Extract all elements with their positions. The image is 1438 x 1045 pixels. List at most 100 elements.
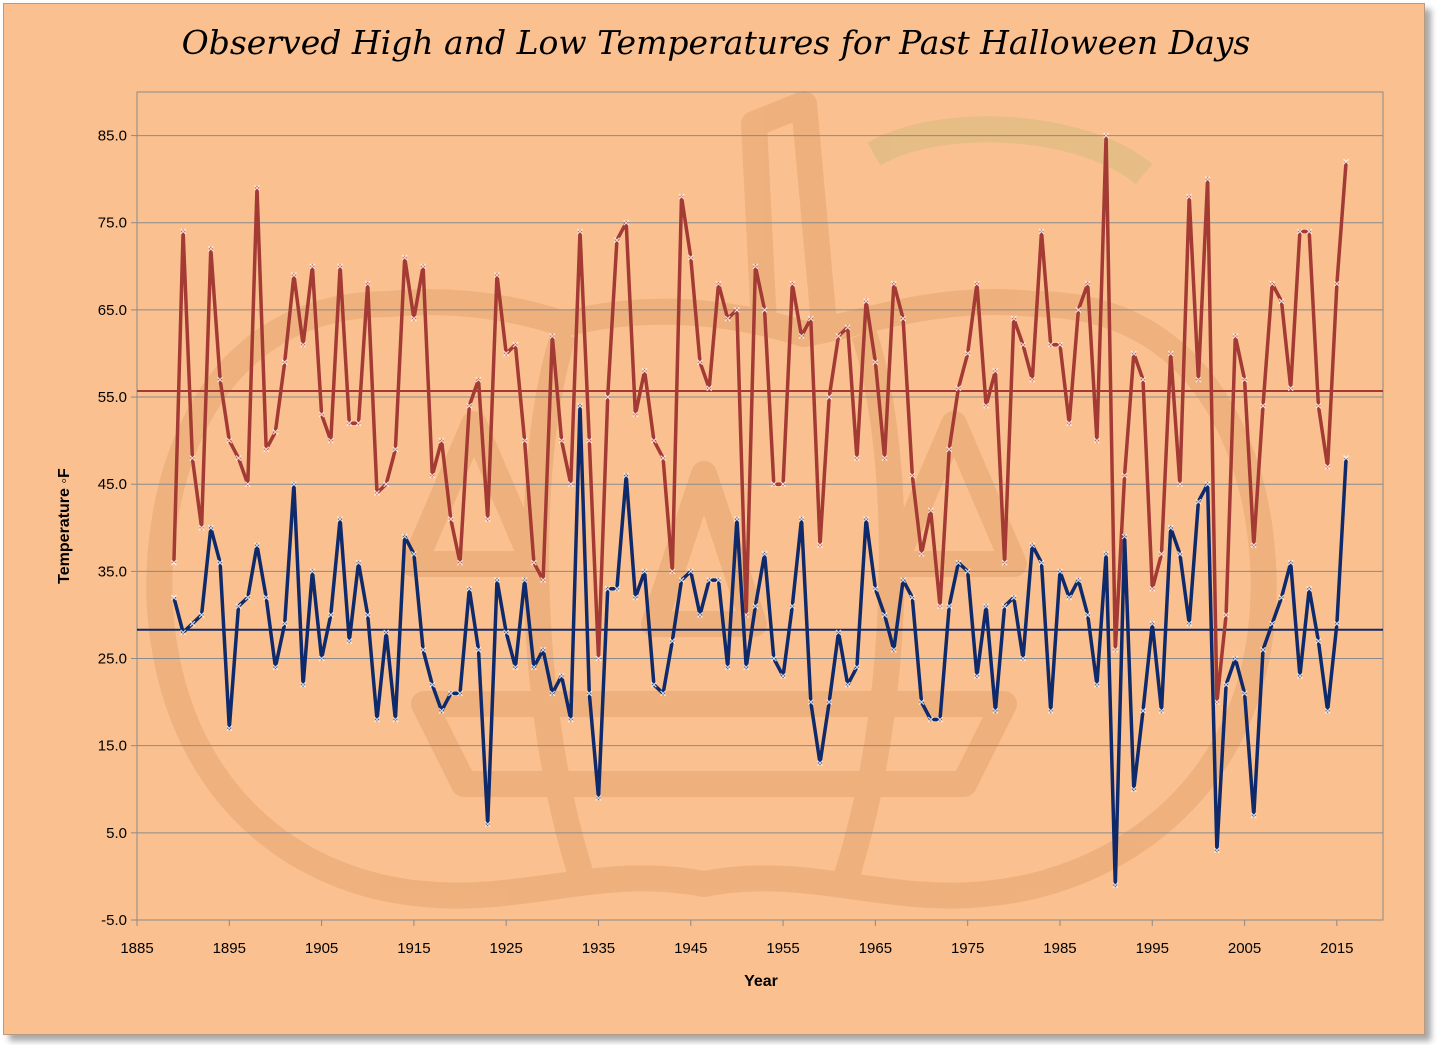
- high-data-point: [918, 551, 925, 557]
- low-data-point: [900, 577, 906, 584]
- high-data-point: [678, 193, 685, 200]
- low-data-point: [484, 821, 491, 828]
- high-data-point: [1232, 333, 1239, 339]
- low-data-point: [1112, 882, 1119, 889]
- high-data-point: [1306, 228, 1313, 235]
- low-data-point: [752, 603, 759, 610]
- low-data-point: [503, 629, 510, 636]
- low-data-point: [586, 690, 593, 697]
- low-data-point: [973, 673, 980, 679]
- high-data-point: [577, 228, 583, 235]
- low-data-point: [1121, 533, 1128, 540]
- high-data-point: [540, 577, 547, 584]
- low-data-point: [337, 516, 343, 522]
- high-data-point: [807, 315, 814, 322]
- low-data-point: [244, 594, 251, 601]
- high-data-point: [835, 333, 842, 339]
- low-data-point: [937, 716, 943, 723]
- high-data-point: [761, 306, 768, 313]
- low-data-point: [549, 690, 556, 697]
- high-data-point: [844, 324, 851, 331]
- low-data-point: [1084, 612, 1091, 618]
- low-data-point: [1333, 620, 1340, 627]
- high-data-point: [1001, 559, 1008, 566]
- low-data-point: [632, 594, 639, 601]
- low-data-point: [1140, 707, 1146, 714]
- high-data-point: [1158, 551, 1165, 557]
- x-tick-label: 1995: [1136, 940, 1169, 957]
- low-data-point: [558, 673, 565, 679]
- high-data-point: [484, 516, 491, 522]
- high-data-point: [1066, 420, 1073, 427]
- high-data-point: [1204, 176, 1211, 183]
- high-data-point: [964, 350, 971, 357]
- chart-title: Observed High and Low Temperatures for P…: [182, 23, 1251, 62]
- high-data-point: [724, 315, 731, 322]
- high-data-point: [272, 428, 279, 435]
- high-data-point: [318, 411, 325, 418]
- low-data-point: [807, 699, 814, 706]
- high-data-point: [614, 237, 620, 244]
- high-data-point: [586, 437, 593, 444]
- low-data-point: [1167, 524, 1174, 531]
- y-tick-label: 15.0: [98, 738, 127, 755]
- high-data-point: [992, 367, 999, 374]
- low-data-point: [909, 594, 916, 601]
- high-data-point: [1103, 132, 1110, 139]
- high-data-point: [254, 184, 260, 191]
- x-tick-label: 1925: [489, 940, 522, 957]
- low-data-point: [300, 681, 307, 688]
- low-data-point: [512, 664, 519, 671]
- high-data-point: [198, 524, 205, 531]
- low-data-point: [420, 646, 427, 653]
- high-data-point: [1315, 402, 1322, 409]
- x-tick-label: 2015: [1320, 940, 1353, 957]
- x-tick-label: 1895: [213, 940, 246, 957]
- low-data-point: [466, 585, 473, 592]
- high-data-point: [715, 280, 722, 287]
- low-data-point: [198, 612, 205, 618]
- low-data-point: [946, 603, 953, 610]
- low-data-point: [697, 612, 703, 618]
- low-data-point: [770, 655, 777, 662]
- x-tick-label: 2005: [1228, 940, 1261, 957]
- low-data-point: [1241, 690, 1248, 697]
- low-data-point: [401, 533, 408, 540]
- low-data-point: [983, 603, 990, 610]
- y-tick-label: 25.0: [98, 651, 127, 668]
- low-data-point: [577, 402, 583, 409]
- low-data-point: [438, 707, 445, 714]
- high-data-point: [494, 272, 500, 278]
- low-data-point: [890, 646, 897, 653]
- high-data-point: [355, 420, 362, 427]
- low-data-point: [623, 472, 630, 479]
- high-data-point: [697, 359, 703, 366]
- low-data-point: [687, 568, 694, 575]
- high-data-point: [955, 385, 962, 392]
- high-data-point: [401, 254, 408, 261]
- low-data-point: [521, 577, 528, 584]
- low-data-point: [881, 612, 888, 618]
- low-data-point: [290, 481, 297, 488]
- low-data-point: [1343, 455, 1350, 461]
- x-tick-label: 1935: [582, 940, 615, 957]
- low-data-point: [734, 516, 740, 522]
- low-data-point: [789, 603, 796, 610]
- low-data-point: [715, 577, 722, 584]
- high-data-point: [706, 385, 713, 392]
- high-data-point: [881, 455, 888, 461]
- low-data-point: [992, 707, 999, 714]
- low-data-point: [743, 664, 750, 671]
- low-data-point: [927, 716, 934, 723]
- high-data-point: [872, 359, 879, 366]
- x-tick-label: 1885: [120, 940, 153, 957]
- low-data-point: [327, 612, 334, 618]
- low-data-point: [254, 542, 260, 549]
- high-data-point: [1260, 402, 1266, 409]
- x-axis-label: Year: [744, 973, 778, 990]
- y-tick-label: 65.0: [98, 302, 127, 319]
- high-data-point: [946, 446, 953, 453]
- low-data-point: [826, 699, 833, 706]
- high-data-point: [1047, 341, 1054, 348]
- low-data-point: [835, 629, 842, 636]
